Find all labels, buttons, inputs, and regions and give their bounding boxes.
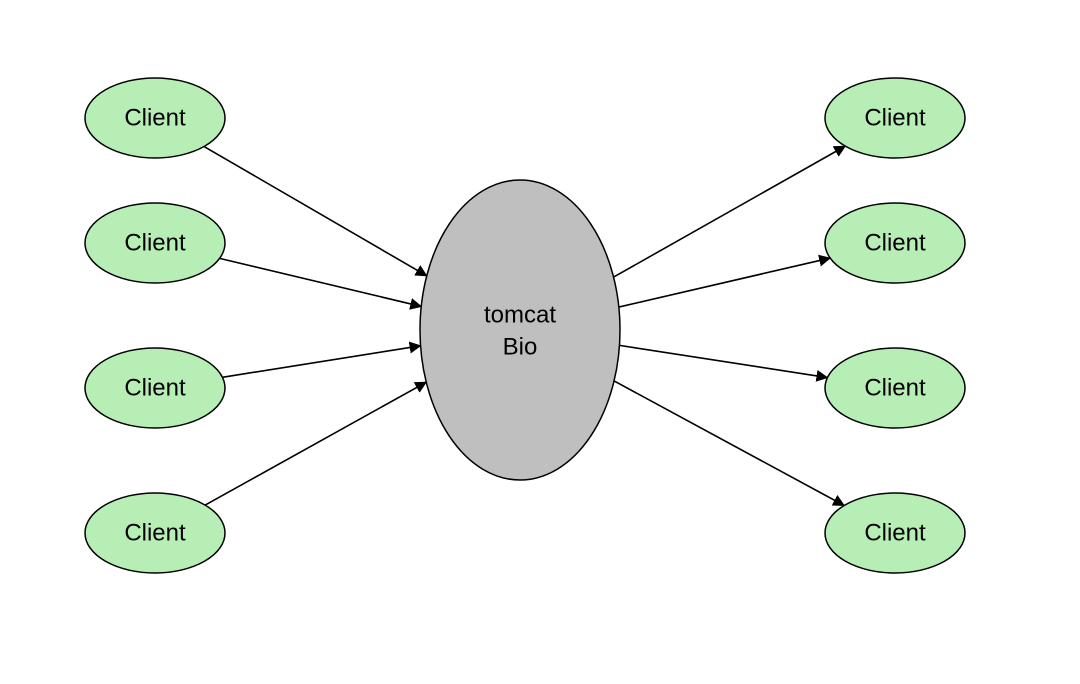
right-client-node: Client: [825, 348, 965, 428]
edge-in: [220, 258, 422, 306]
edge-out: [614, 146, 846, 277]
client-label: Client: [864, 229, 926, 256]
diagram-canvas: tomcat Bio Client Client Client Client Client C…: [0, 0, 1080, 684]
client-label: Client: [864, 519, 926, 546]
left-client-node: Client: [85, 348, 225, 428]
center-label-line2: Bio: [503, 333, 538, 360]
client-label: Client: [864, 374, 926, 401]
client-label: Client: [124, 104, 186, 131]
right-client-node: Client: [825, 493, 965, 573]
edge-in: [204, 147, 427, 276]
edge-out: [619, 258, 830, 307]
client-label: Client: [124, 374, 186, 401]
left-client-node: Client: [85, 78, 225, 158]
edge-in: [205, 382, 426, 505]
left-client-node: Client: [85, 493, 225, 573]
edge-out: [614, 381, 844, 506]
client-label: Client: [124, 519, 186, 546]
right-client-node: Client: [825, 78, 965, 158]
left-client-node: Client: [85, 203, 225, 283]
edge-out: [619, 345, 827, 377]
right-client-node: Client: [825, 203, 965, 283]
client-label: Client: [124, 229, 186, 256]
center-label-line1: tomcat: [484, 301, 556, 328]
center-node: tomcat Bio: [420, 180, 620, 480]
client-label: Client: [864, 104, 926, 131]
edge-in: [222, 346, 420, 377]
